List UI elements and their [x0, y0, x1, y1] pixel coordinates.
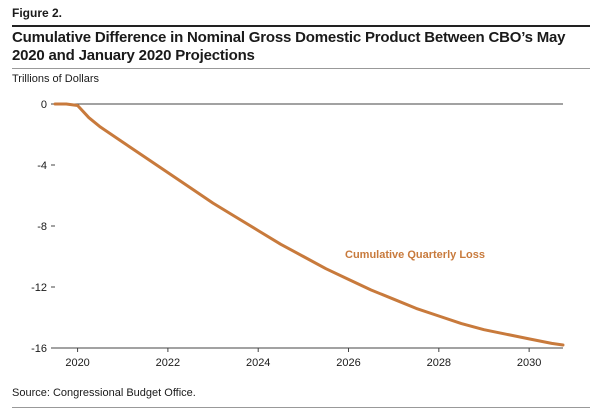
- chart-title: Cumulative Difference in Nominal Gross D…: [12, 29, 566, 64]
- x-tick-label-4: 2028: [427, 357, 451, 369]
- series-line-cumulative-quarterly-loss: [53, 102, 565, 347]
- x-tick-label-5: 2030: [517, 357, 541, 369]
- x-tick-label-0: 2020: [65, 357, 89, 369]
- y-axis-units-label: Trillions of Dollars: [12, 73, 100, 85]
- y-tick-label-0: 0: [41, 99, 47, 111]
- bottom-rule: [12, 407, 590, 408]
- source-note: Source: Congressional Budget Office.: [12, 387, 196, 399]
- title-rule: [12, 68, 590, 69]
- x-tick-label-1: 2022: [156, 357, 180, 369]
- y-tick-label-4: -16: [31, 343, 47, 355]
- top-rule: [12, 25, 590, 27]
- series-label: Cumulative Quarterly Loss: [345, 249, 485, 261]
- figure-label: Figure 2.: [12, 6, 63, 20]
- x-tick-label-2: 2024: [246, 357, 270, 369]
- y-tick-label-3: -12: [31, 282, 47, 294]
- y-tick-label-2: -8: [37, 221, 47, 233]
- x-tick-label-3: 2026: [336, 357, 360, 369]
- y-tick-label-1: -4: [37, 160, 47, 172]
